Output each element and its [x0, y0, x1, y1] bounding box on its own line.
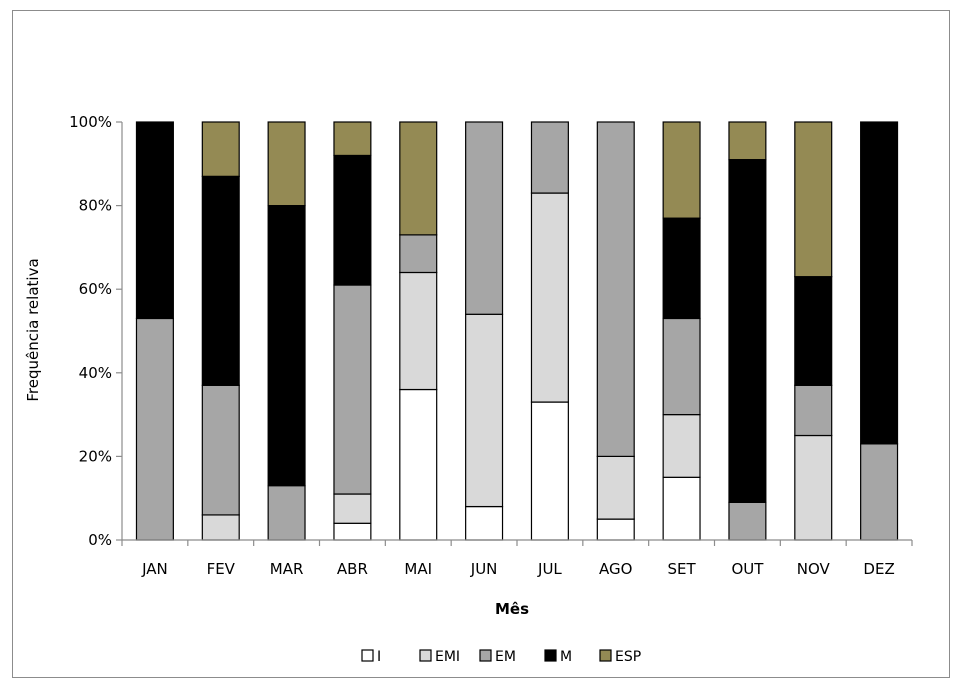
bar-abr-em — [333, 284, 372, 495]
y-tick-label: 40% — [79, 364, 112, 382]
y-axis-title: Frequência relativa — [24, 258, 42, 401]
legend-label-m: M — [560, 649, 572, 665]
bar-jul-i — [530, 401, 569, 541]
y-tick-label: 20% — [79, 447, 112, 465]
bar-abr-i — [333, 522, 372, 541]
x-axis-title: Mês — [495, 600, 529, 618]
legend-swatch-m — [544, 649, 557, 662]
x-tick-label: JUN — [470, 560, 498, 578]
x-tick-label: FEV — [207, 560, 236, 578]
axes-group: 0% 20% 40% 60% 80% 100% JAN FEV MAR ABR MAI JUN JUL A… — [69, 113, 913, 578]
legend-label-esp: ESP — [615, 649, 641, 665]
x-tick-label: ABR — [337, 560, 368, 578]
bar-ago-emi — [596, 455, 635, 520]
y-tick-label: 0% — [88, 531, 112, 549]
bar-jul-emi — [530, 192, 569, 403]
bar-set-esp — [662, 121, 701, 219]
legend-swatch-i — [361, 649, 374, 662]
bar-mai-i — [399, 388, 438, 541]
x-tick-label: JAN — [141, 560, 168, 578]
x-tick-label: AGO — [599, 560, 632, 578]
bar-mar-m — [267, 205, 306, 487]
x-tick-label: OUT — [731, 560, 764, 578]
bar-abr-esp — [333, 121, 372, 157]
bar-jan-em — [135, 317, 174, 541]
legend-label-emi: EMI — [435, 649, 460, 665]
bar-jan-m — [135, 121, 174, 320]
x-tick-label: SET — [667, 560, 696, 578]
legend-swatch-emi — [419, 649, 432, 662]
bar-mar-esp — [267, 121, 306, 207]
y-tick-label: 80% — [79, 197, 112, 215]
x-tick-label: NOV — [797, 560, 831, 578]
x-tick-label: JUL — [537, 560, 562, 578]
bar-mar-em — [267, 485, 306, 541]
x-tick-label: MAI — [404, 560, 432, 578]
bar-fev-esp — [201, 121, 240, 177]
bar-jun-i — [465, 505, 504, 541]
y-tick-label: 60% — [79, 280, 112, 298]
bar-fev-m — [201, 175, 240, 386]
bar-dez-em — [860, 443, 899, 541]
x-tick-label: DEZ — [863, 560, 894, 578]
bar-nov-emi — [794, 434, 833, 541]
bar-fev-emi — [201, 514, 240, 541]
bar-out-m — [728, 159, 767, 503]
bar-abr-emi — [333, 493, 372, 524]
bar-nov-em — [794, 384, 833, 437]
bar-nov-esp — [794, 121, 833, 278]
bar-set-i — [662, 476, 701, 541]
bar-jul-em — [530, 121, 569, 194]
legend-label-em: EM — [495, 649, 516, 665]
bar-dez-m — [860, 121, 899, 445]
bar-jun-emi — [465, 313, 504, 508]
bar-fev-em — [201, 384, 240, 516]
bar-mai-emi — [399, 271, 438, 391]
legend-swatch-esp — [599, 649, 612, 662]
bar-jun-em — [465, 121, 504, 315]
legend-label-i: I — [377, 649, 381, 665]
bar-nov-m — [794, 276, 833, 386]
bar-ago-em — [596, 121, 635, 457]
bar-set-em — [662, 317, 701, 416]
bar-set-m — [662, 217, 701, 320]
legend-swatch-em — [479, 649, 492, 662]
bars-group — [135, 121, 899, 541]
bar-mai-em — [399, 234, 438, 274]
bar-ago-i — [596, 518, 635, 541]
bar-set-emi — [662, 414, 701, 478]
bar-mai-esp — [399, 121, 438, 236]
bar-out-esp — [728, 121, 767, 161]
y-tick-label: 100% — [69, 113, 112, 131]
bar-out-em — [728, 501, 767, 541]
bar-abr-m — [333, 154, 372, 286]
legend: I EMI EM M ESP — [361, 649, 641, 665]
x-tick-label: MAR — [270, 560, 304, 578]
